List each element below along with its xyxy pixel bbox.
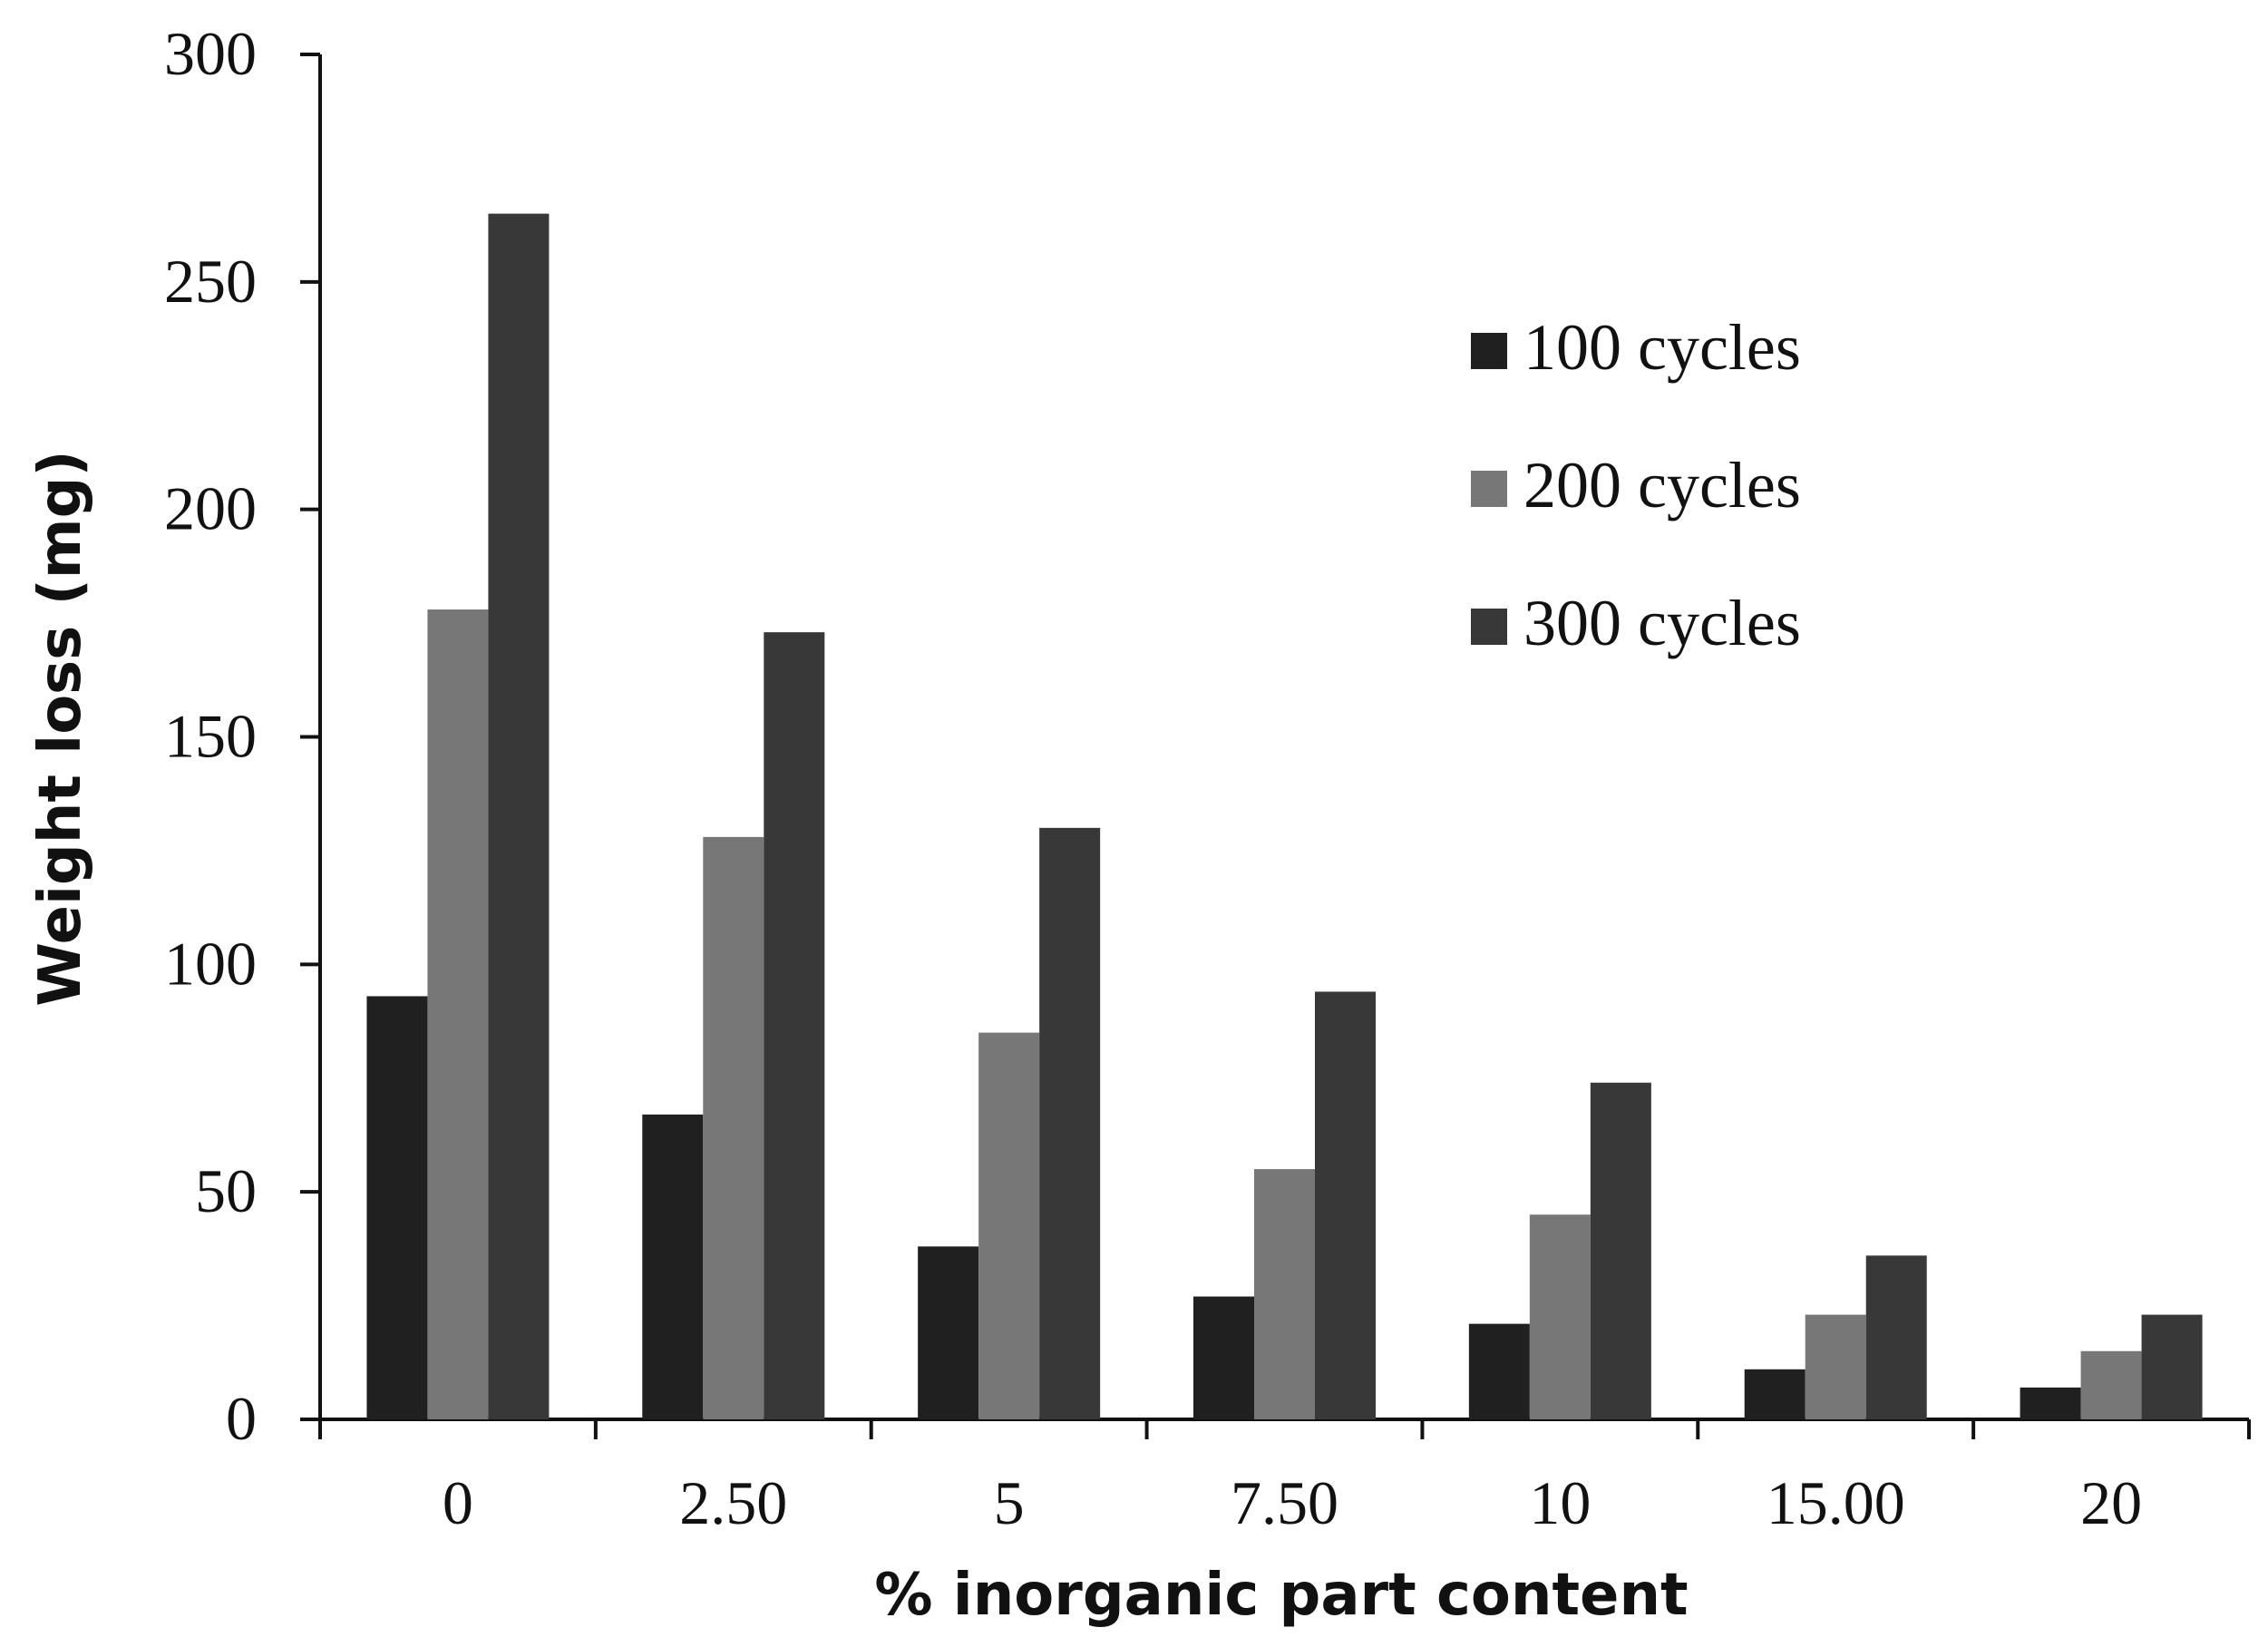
legend: 100 cycles 200 cycles 300 cycles bbox=[1471, 311, 1801, 659]
bar-100-cycles-5 bbox=[918, 1246, 979, 1419]
legend-label: 200 cycles bbox=[1523, 449, 1801, 521]
y-axis: 0 50 100 150 200 250 300 bbox=[164, 19, 322, 1453]
y-tick-label: 0 bbox=[226, 1384, 257, 1453]
y-tick-label: 200 bbox=[164, 474, 257, 543]
bar-300-cycles-5 bbox=[1039, 827, 1101, 1419]
bar-100-cycles-15.00 bbox=[1744, 1369, 1806, 1419]
y-tick-label: 100 bbox=[164, 929, 257, 998]
bar-100-cycles-7.50 bbox=[1193, 1296, 1254, 1419]
bar-200-cycles-20 bbox=[2080, 1350, 2142, 1419]
bar-200-cycles-10 bbox=[1529, 1214, 1591, 1419]
bar-100-cycles-20 bbox=[2020, 1387, 2081, 1419]
x-axis-title: % inorganic part content bbox=[874, 1562, 1688, 1629]
x-tick-label: 20 bbox=[2080, 1468, 2142, 1537]
x-tick-label: 15.00 bbox=[1767, 1468, 1905, 1537]
bar-200-cycles-0 bbox=[427, 609, 489, 1419]
legend-label: 100 cycles bbox=[1523, 311, 1801, 384]
y-tick-label: 250 bbox=[164, 247, 257, 316]
x-tick-label: 0 bbox=[443, 1468, 473, 1537]
bar-300-cycles-2.50 bbox=[764, 632, 825, 1419]
bar-200-cycles-7.50 bbox=[1254, 1169, 1315, 1419]
bar-200-cycles-5 bbox=[978, 1032, 1040, 1419]
bar-300-cycles-7.50 bbox=[1315, 991, 1376, 1419]
x-axis: 0 2.50 5 7.50 10 15.00 20 bbox=[318, 1418, 2251, 1537]
y-tick-label: 50 bbox=[195, 1156, 257, 1225]
bar-100-cycles-10 bbox=[1468, 1323, 1530, 1419]
bar-200-cycles-15.00 bbox=[1805, 1314, 1866, 1419]
legend-swatch bbox=[1471, 333, 1507, 369]
y-axis-title: Weight loss (mg) bbox=[27, 450, 94, 1006]
legend-label: 300 cycles bbox=[1523, 587, 1801, 659]
x-tick-label: 10 bbox=[1529, 1468, 1591, 1537]
bar-100-cycles-0 bbox=[366, 996, 428, 1419]
legend-swatch bbox=[1471, 609, 1507, 645]
x-tick-label: 5 bbox=[994, 1468, 1025, 1537]
legend-swatch bbox=[1471, 471, 1507, 507]
bars-group bbox=[366, 213, 2203, 1419]
y-tick-label: 150 bbox=[164, 702, 257, 771]
y-tick-label: 300 bbox=[164, 19, 257, 88]
bar-200-cycles-2.50 bbox=[703, 836, 764, 1419]
bar-300-cycles-20 bbox=[2141, 1314, 2203, 1419]
bar-300-cycles-0 bbox=[488, 213, 550, 1419]
x-tick-label: 7.50 bbox=[1231, 1468, 1338, 1537]
bar-100-cycles-2.50 bbox=[642, 1114, 704, 1419]
x-tick-label: 2.50 bbox=[679, 1468, 787, 1537]
bar-300-cycles-15.00 bbox=[1865, 1255, 1927, 1419]
bar-300-cycles-10 bbox=[1590, 1082, 1651, 1419]
